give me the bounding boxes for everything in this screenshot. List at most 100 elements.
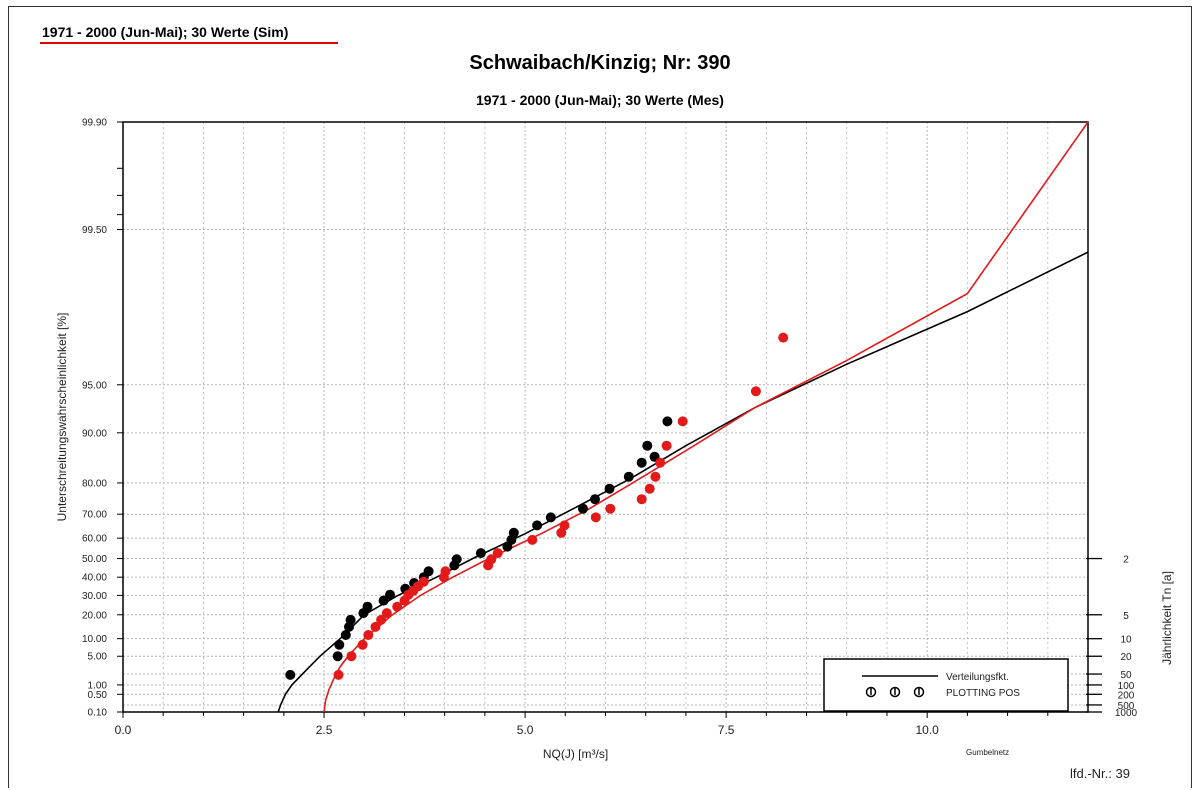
y-tick-label: 95.00 — [82, 380, 107, 391]
mes-distribution-curve — [323, 121, 1089, 713]
y-tick-label: 0.50 — [88, 690, 108, 701]
mes-plotting-point — [357, 639, 368, 650]
y-tick-label: 60.00 — [82, 534, 107, 545]
mes-plotting-point — [559, 520, 570, 531]
mes-plotting-point — [750, 386, 761, 397]
mes-plotting-point — [370, 621, 381, 632]
sim-plotting-point — [423, 566, 434, 577]
x-tick-label: 2.5 — [316, 723, 333, 737]
return-period-label: 5 — [1123, 611, 1129, 622]
mes-plotting-point — [636, 494, 647, 505]
y-tick-label: 90.00 — [82, 428, 107, 439]
y2-axis-title: Jährlichkeit Tn [a] — [1160, 571, 1174, 665]
mes-plotting-point — [392, 601, 403, 612]
sim-title: 1971 - 2000 (Jun-Mai); 30 Werte (Sim) — [42, 24, 289, 40]
return-period-label: 500 — [1118, 701, 1135, 712]
sim-plotting-point — [475, 548, 486, 559]
y-tick-label: 30.00 — [82, 591, 107, 602]
sim-plotting-point — [362, 601, 373, 612]
y-tick-label: 40.00 — [82, 573, 107, 584]
sim-plotting-point — [545, 512, 556, 523]
mes-plotting-point — [650, 471, 661, 482]
y-tick-label: 20.00 — [82, 610, 107, 621]
sim-distribution-curve — [277, 251, 1089, 713]
chart-frame — [8, 6, 1192, 788]
y-tick-label: 99.90 — [82, 118, 107, 129]
sim-plotting-point — [636, 457, 647, 468]
y-tick-label: 50.00 — [82, 554, 107, 565]
sim-plotting-point — [385, 589, 395, 600]
mes-plotting-point — [363, 630, 374, 640]
sim-plotting-point — [345, 614, 356, 625]
sim-plotting-point — [332, 651, 343, 662]
sim-plotting-point — [334, 639, 345, 650]
x-tick-label: 7.5 — [718, 723, 735, 737]
sim-plotting-point — [340, 630, 351, 640]
mes-plotting-point — [778, 332, 789, 343]
x-axis-title: NQ(J) [m³/s] — [543, 747, 608, 761]
x-tick-label: 5.0 — [517, 723, 534, 737]
x-tick-label: 10.0 — [915, 723, 939, 737]
mes-plotting-point — [376, 614, 387, 625]
plotting-positions — [285, 332, 789, 680]
return-period-label: 10 — [1120, 635, 1132, 646]
sim-plotting-point — [623, 471, 634, 482]
mes-plotting-point — [590, 512, 601, 523]
y-tick-label: 0.10 — [88, 708, 108, 719]
return-period-label: 20 — [1120, 652, 1132, 663]
mes-plotting-point — [346, 651, 357, 662]
legend-point-marker — [913, 686, 925, 698]
legend: Verteilungsfkt. PLOTTING POS — [823, 658, 1069, 712]
grid — [123, 121, 1088, 713]
lfd-nr: lfd.-Nr.: 39 — [1070, 766, 1130, 781]
sim-plotting-point — [451, 554, 462, 565]
return-period-label: 50 — [1120, 670, 1132, 681]
y-axis-title: Unterschreitungswahrscheinlichkeit [%] — [55, 313, 69, 522]
sim-plotting-point — [532, 520, 543, 531]
return-period-label: 1000 — [1115, 708, 1138, 719]
mes-plotting-point — [644, 483, 655, 494]
mes-plotting-point — [418, 576, 429, 587]
sim-plotting-point — [604, 483, 615, 494]
mes-plotting-point — [440, 566, 451, 577]
sim-plotting-point — [578, 503, 588, 514]
sim-plotting-point — [662, 416, 673, 427]
sub-title: 1971 - 2000 (Jun-Mai); 30 Werte (Mes) — [476, 92, 724, 108]
sim-plotting-point — [642, 440, 653, 451]
y-tick-label: 70.00 — [82, 510, 107, 521]
y-tick-label: 10.00 — [82, 634, 107, 645]
return-period-label: 100 — [1118, 681, 1135, 692]
legend-line-label: Verteilungsfkt. — [946, 672, 1009, 683]
y-tick-label: 80.00 — [82, 478, 107, 489]
mes-plotting-point — [677, 416, 688, 427]
return-period-label: 200 — [1118, 690, 1135, 701]
sim-plotting-point — [378, 595, 389, 606]
sim-plotting-point — [590, 494, 600, 505]
legend-points-label: PLOTTING POS — [946, 688, 1020, 699]
axes: 0.0 2.5 5.0 7.5 10.0 99.90 99.50 95.00 90.00 80.0… — [55, 118, 1174, 762]
mes-plotting-point — [527, 534, 538, 545]
y-tick-label: 99.50 — [82, 225, 107, 236]
mes-plotting-point — [492, 548, 503, 559]
sim-plotting-point — [508, 527, 519, 538]
mes-plotting-point — [655, 457, 666, 468]
mes-plotting-point — [333, 669, 344, 680]
x-tick-label: 0.0 — [115, 723, 132, 737]
sim-title-underline — [40, 42, 338, 44]
mes-plotting-point — [605, 503, 616, 514]
y-tick-label: 5.00 — [88, 652, 108, 663]
mes-plotting-point — [661, 440, 672, 451]
mes-plotting-point — [381, 608, 392, 619]
y-tick-label: 1.00 — [88, 680, 108, 691]
mes-plotting-point — [486, 554, 497, 565]
distribution-curves — [277, 121, 1089, 713]
return-period-label: 2 — [1123, 555, 1129, 566]
legend-box — [823, 658, 1069, 712]
main-title: Schwaibach/Kinzig; Nr: 390 — [469, 52, 731, 74]
gumbel-label: Gumbelnetz — [966, 748, 1010, 757]
legend-point-marker — [889, 686, 901, 698]
legend-point-marker — [865, 686, 877, 698]
sim-plotting-point — [285, 669, 296, 680]
